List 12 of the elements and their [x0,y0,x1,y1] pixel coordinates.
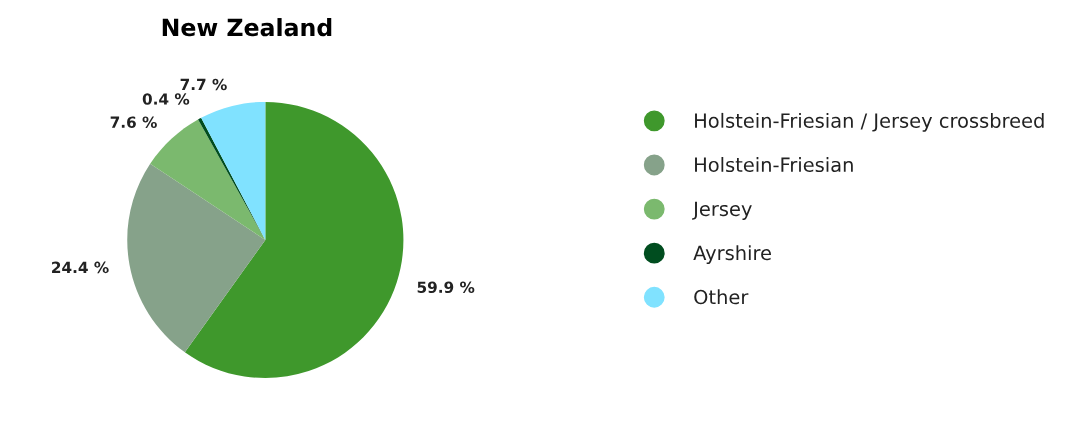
legend-label: Other [694,289,749,305]
legend-label: Holstein-Friesian [695,156,853,173]
data-label: 59.9 % [417,281,475,293]
pie-slice [127,163,266,353]
data-label: 0.4 % [142,93,190,105]
legend-label: Holstein-Friesian / Jersey crossbreed [695,112,1044,132]
data-label: 7.7 % [180,78,227,91]
data-label: 7.6 % [110,116,157,128]
data-label: 24.4 % [52,261,109,274]
chart-title: New Zealand [162,18,332,37]
legend-label: Ayrshire [693,245,771,265]
legend-label: Jersey [692,201,752,220]
